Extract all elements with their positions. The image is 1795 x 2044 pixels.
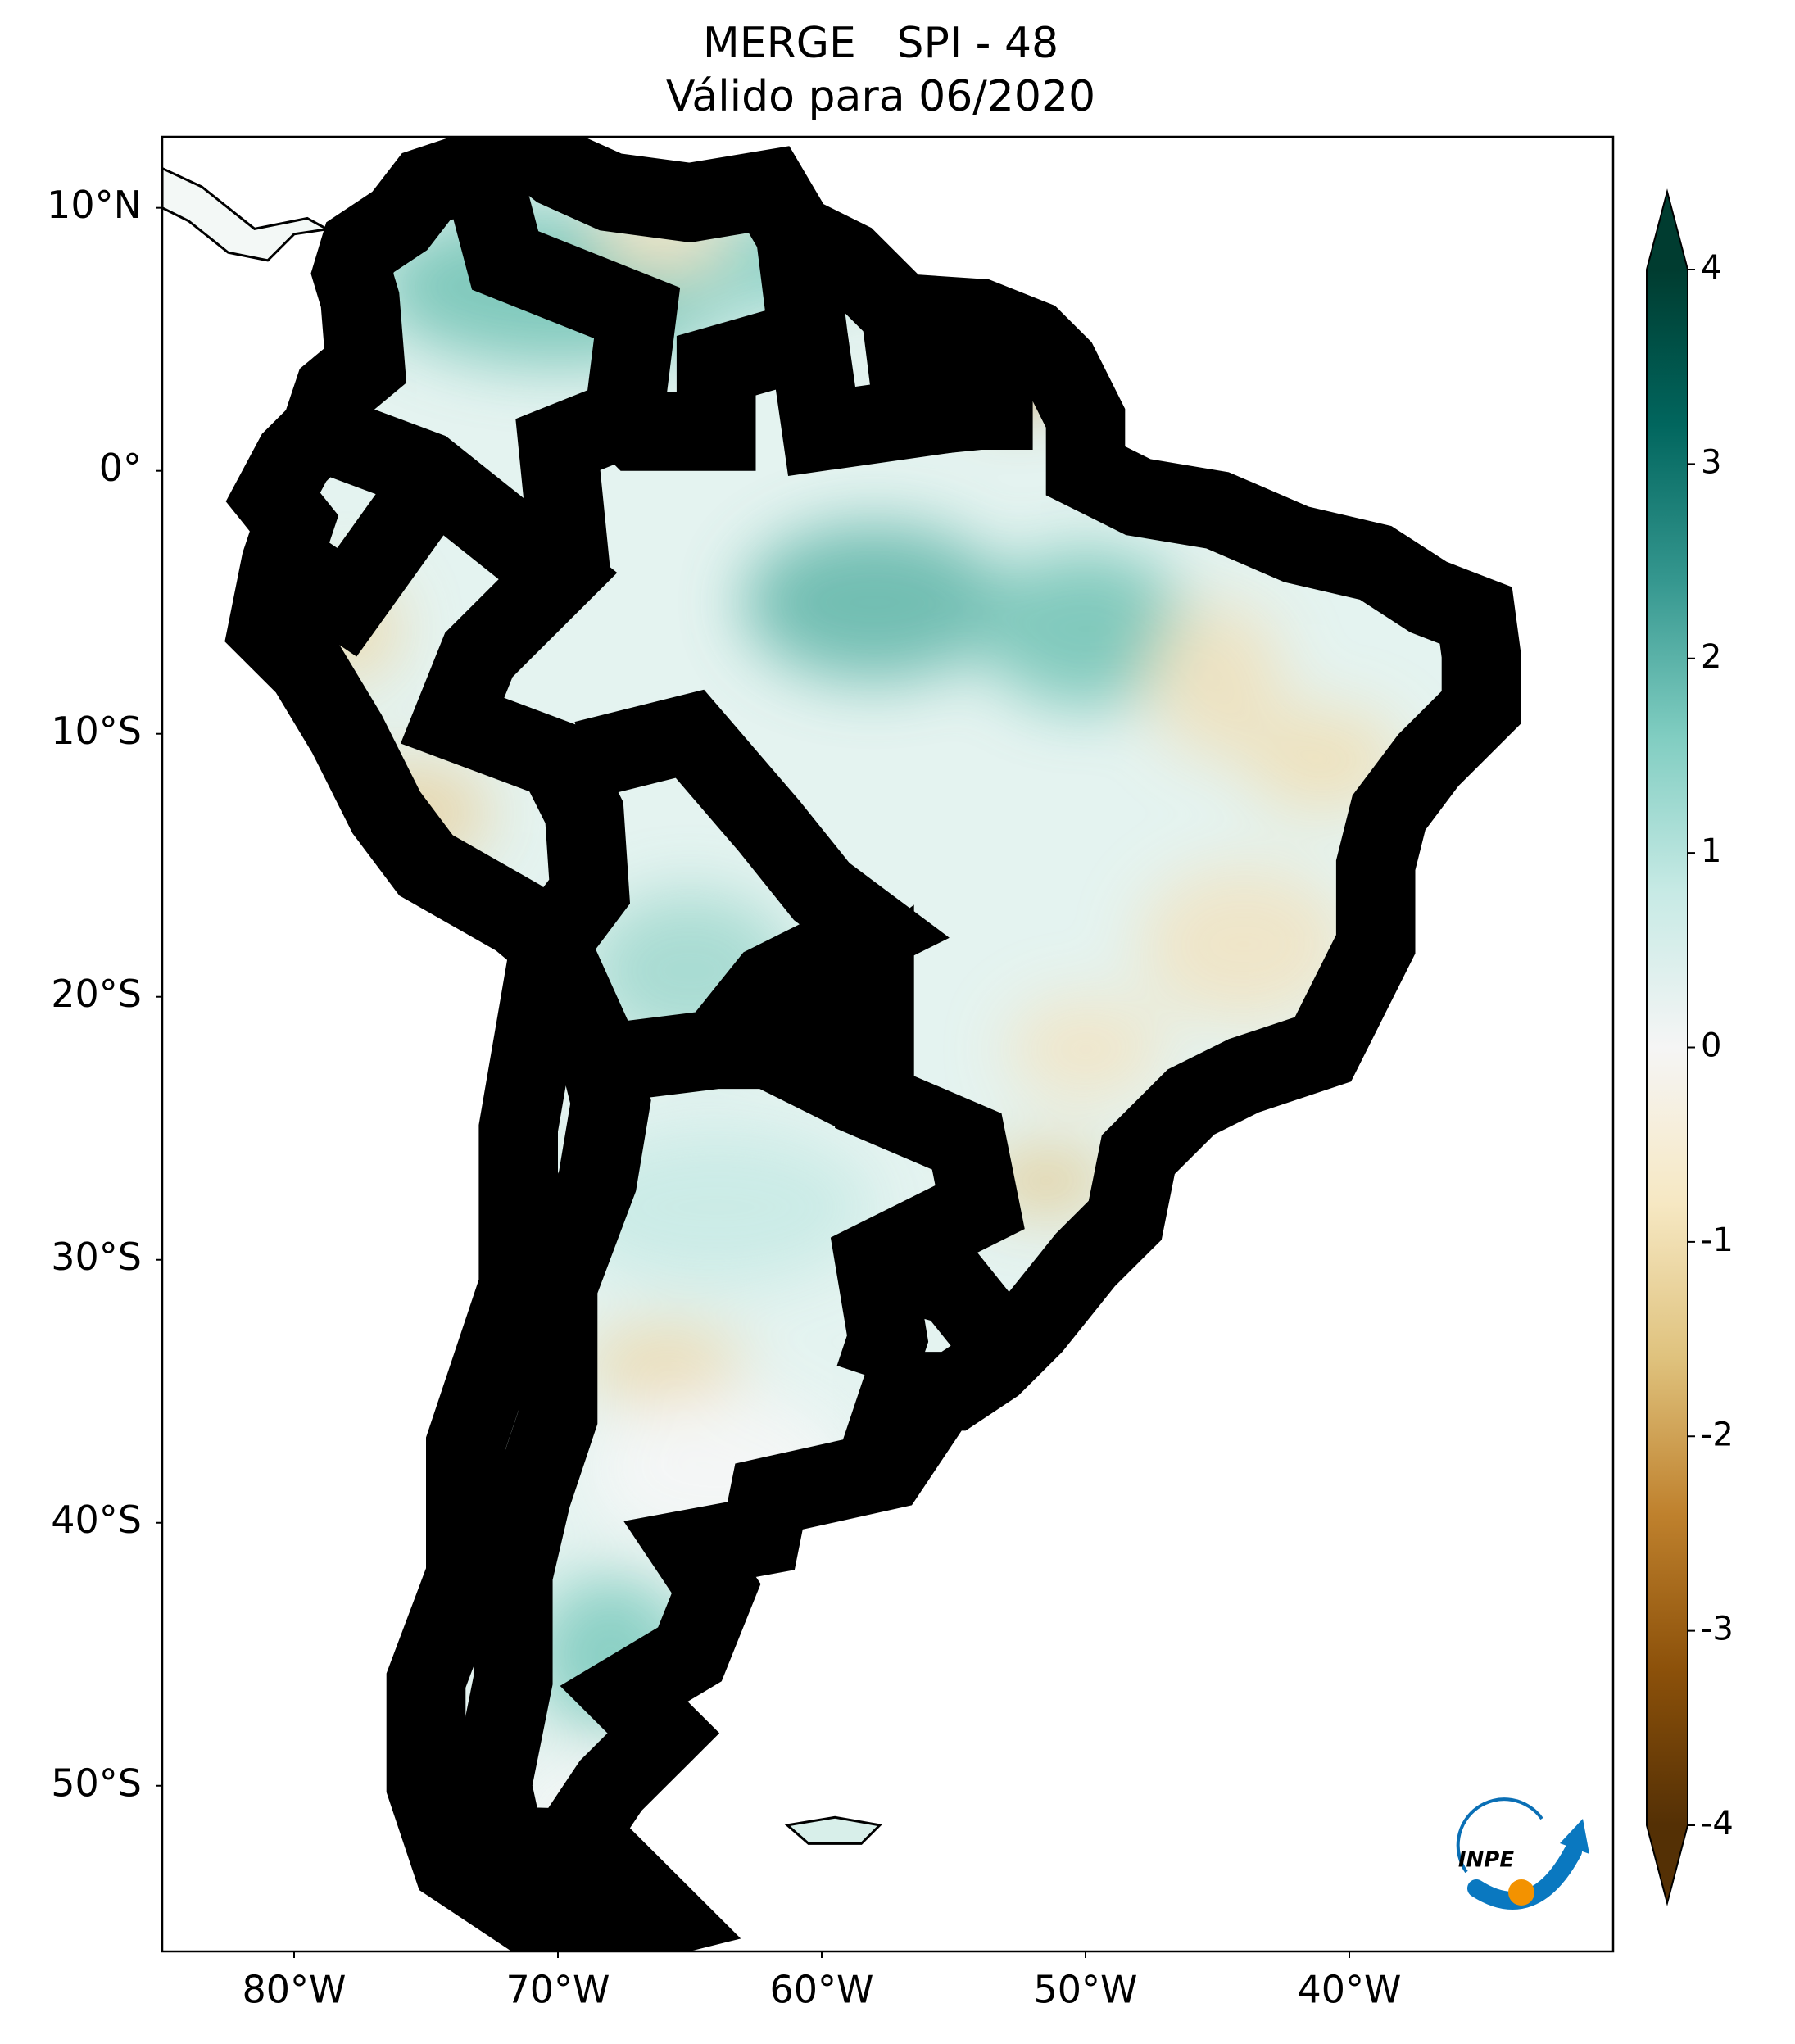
chart-title: MERGE SPI - 48 bbox=[703, 19, 1058, 68]
colorbar bbox=[1647, 270, 1688, 1825]
colorbar-tick-label: -3 bbox=[1701, 1611, 1734, 1648]
colorbar-tick-label: -1 bbox=[1701, 1221, 1734, 1259]
y-tick-label: 0° bbox=[99, 446, 142, 490]
x-tick-label: 40°W bbox=[1297, 1968, 1401, 2012]
colorbar-tick-label: 0 bbox=[1701, 1027, 1721, 1065]
colorbar-extend-min bbox=[1647, 1825, 1688, 1903]
x-tick-label: 60°W bbox=[769, 1968, 873, 2012]
colorbar-extend-max bbox=[1647, 192, 1688, 270]
y-tick-label: 40°S bbox=[51, 1498, 142, 1542]
geo-layer bbox=[162, 137, 1666, 1969]
central-america bbox=[162, 169, 360, 261]
colorbar-tick-label: 2 bbox=[1701, 638, 1721, 676]
y-tick-label: 10°N bbox=[47, 183, 142, 227]
colorbar-tick-label: -2 bbox=[1701, 1416, 1734, 1453]
x-tick-label: 70°W bbox=[505, 1968, 610, 2012]
colorbar-tick-label: -4 bbox=[1701, 1805, 1734, 1842]
y-tick-label: 30°S bbox=[51, 1235, 142, 1279]
y-tick-label: 10°S bbox=[51, 709, 142, 753]
x-tick-label: 80°W bbox=[242, 1968, 346, 2012]
chart-subtitle: Válido para 06/2020 bbox=[666, 72, 1095, 121]
logo: INPE bbox=[1456, 1797, 1589, 1910]
map-area bbox=[162, 137, 1666, 1969]
colorbar-tick-label: 4 bbox=[1701, 249, 1721, 287]
colorbar-tick-label: 3 bbox=[1701, 443, 1721, 481]
islands bbox=[787, 1817, 880, 1843]
colorbar-tick-label: 1 bbox=[1701, 832, 1721, 870]
y-tick-label: 20°S bbox=[51, 972, 142, 1016]
y-tick-label: 50°S bbox=[51, 1761, 142, 1805]
x-tick-label: 50°W bbox=[1033, 1968, 1137, 2012]
logo-text: INPE bbox=[1458, 1848, 1514, 1873]
map-frame bbox=[161, 135, 1615, 1953]
borders bbox=[266, 150, 1038, 1888]
